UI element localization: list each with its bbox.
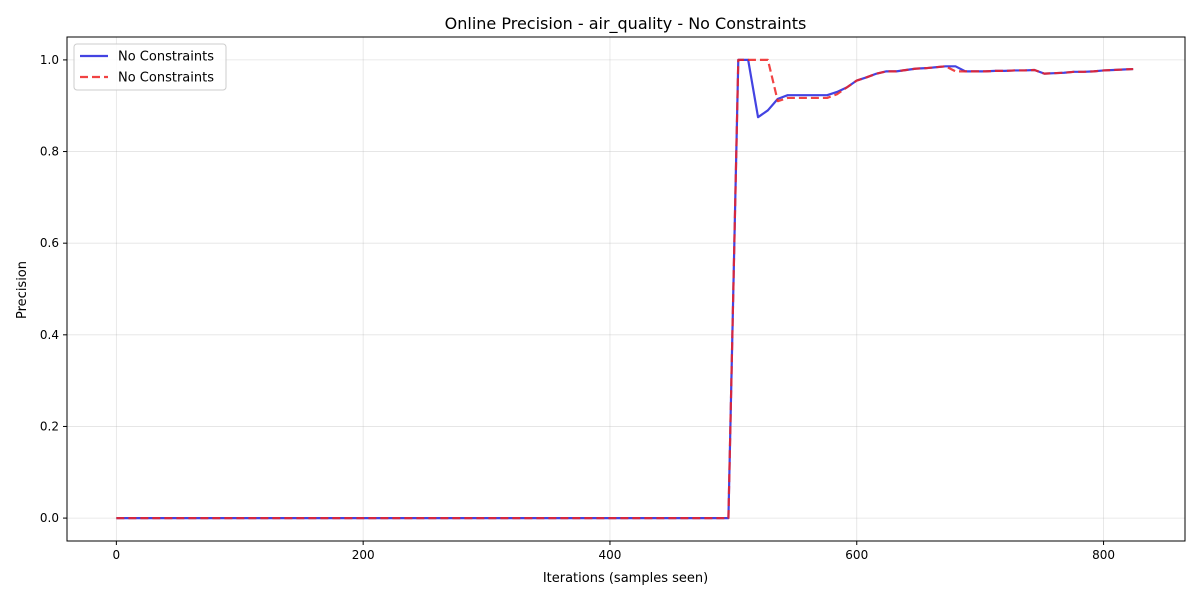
- series-layer: [116, 58, 1134, 520]
- legend-label-1: No Constraints: [118, 50, 214, 65]
- x-axis-label: Iterations (samples seen): [543, 571, 708, 586]
- y-tick-label: 0.4: [40, 328, 59, 342]
- chart-title: Online Precision - air_quality - No Cons…: [445, 14, 807, 34]
- legend-label-2: No Constraints: [118, 71, 214, 86]
- x-tick-label: 600: [845, 548, 868, 562]
- x-tick-label: 800: [1092, 548, 1115, 562]
- x-tick-label: 200: [352, 548, 375, 562]
- legend-box: [73, 43, 227, 91]
- series-line-2: [116, 58, 1134, 520]
- y-tick-label: 0.0: [40, 511, 59, 525]
- y-axis: 0.0 0.2 0.4 0.6 0.8 1.0: [40, 53, 67, 525]
- y-tick-label: 0.6: [40, 236, 59, 250]
- y-tick-label: 0.8: [40, 145, 59, 159]
- legend: No Constraints No Constraints: [73, 43, 227, 91]
- plot-area-frame: [66, 36, 1186, 542]
- grid: [67, 37, 1185, 541]
- y-tick-label: 0.2: [40, 419, 59, 433]
- x-axis: 0 200 400 600 800: [113, 541, 1115, 562]
- y-tick-label: 1.0: [40, 53, 59, 67]
- x-tick-label: 0: [113, 548, 121, 562]
- y-axis-label: Precision: [15, 261, 30, 319]
- x-tick-label: 400: [599, 548, 622, 562]
